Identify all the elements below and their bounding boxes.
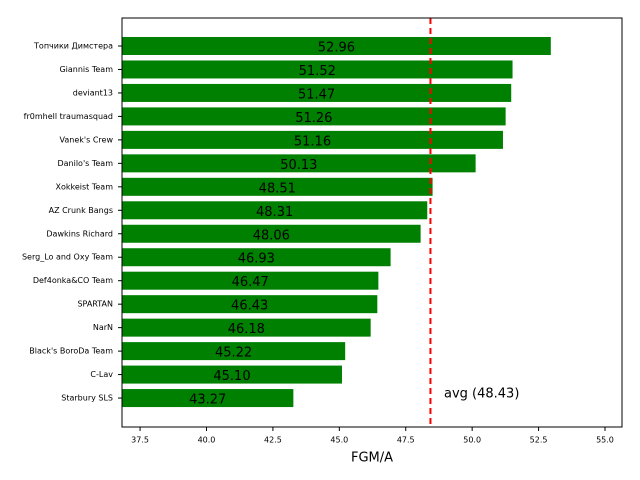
value-label: 51.16 bbox=[294, 134, 331, 149]
bar bbox=[122, 201, 428, 220]
y-tick-label: Xokkeist Team bbox=[56, 182, 114, 191]
y-tick-label: Serg_Lo and Oxy Team bbox=[22, 253, 113, 262]
value-label: 48.51 bbox=[259, 181, 296, 196]
plot-frame bbox=[121, 17, 623, 428]
bar bbox=[122, 224, 421, 243]
x-tick-label: 45.0 bbox=[330, 436, 348, 445]
y-tick-label: Def4onka&CO Team bbox=[33, 276, 113, 285]
x-axis-label: FGM/A bbox=[351, 451, 393, 466]
y-tick-label: NarN bbox=[93, 323, 113, 332]
y-tick-label: Vanek's Crew bbox=[60, 135, 114, 144]
bar bbox=[122, 248, 391, 267]
value-label: 48.31 bbox=[256, 205, 293, 220]
x-tick-label: 50.0 bbox=[463, 436, 481, 445]
x-tick-label: 37.5 bbox=[131, 436, 149, 445]
x-tick-label: 42.5 bbox=[264, 436, 282, 445]
value-label: 46.93 bbox=[238, 252, 275, 267]
value-label: 50.13 bbox=[280, 158, 317, 173]
value-label: 46.47 bbox=[232, 275, 269, 290]
value-label: 43.27 bbox=[189, 393, 226, 408]
bar bbox=[122, 295, 378, 314]
y-tick-label: fr0mhell traumasquad bbox=[24, 112, 113, 121]
x-tick-label: 40.0 bbox=[198, 436, 216, 445]
bar bbox=[122, 389, 294, 408]
y-tick-label: Starbury SLS bbox=[61, 394, 113, 403]
x-tick-label: 55.0 bbox=[596, 436, 614, 445]
y-tick-label: Dawkins Richard bbox=[46, 229, 113, 238]
y-tick-label: Giannis Team bbox=[59, 65, 113, 74]
bar bbox=[122, 130, 503, 149]
bar bbox=[122, 318, 371, 337]
y-tick-label: AZ Crunk Bangs bbox=[49, 206, 113, 215]
bar bbox=[122, 83, 512, 102]
bar bbox=[122, 342, 346, 361]
bar bbox=[122, 271, 379, 290]
y-tick-label: Black's BoroDa Team bbox=[29, 347, 113, 356]
value-label: 46.18 bbox=[228, 322, 265, 337]
bar bbox=[122, 177, 433, 196]
value-label: 45.10 bbox=[213, 369, 250, 384]
y-tick-label: SPARTAN bbox=[77, 300, 113, 309]
value-label: 48.06 bbox=[253, 228, 290, 243]
value-label: 51.52 bbox=[299, 64, 336, 79]
bar bbox=[122, 107, 506, 126]
bar bbox=[122, 37, 551, 55]
bar bbox=[122, 60, 513, 79]
y-tick-label: C-Lav bbox=[90, 370, 113, 379]
value-label: 45.22 bbox=[215, 346, 252, 361]
value-label: 46.43 bbox=[231, 299, 268, 314]
y-tick-label: deviant13 bbox=[73, 88, 113, 97]
x-tick-label: 52.5 bbox=[530, 436, 548, 445]
value-label: 51.26 bbox=[295, 111, 332, 126]
y-tick-label: Топчики Димстера bbox=[33, 42, 113, 51]
average-label: avg (48.43) bbox=[444, 387, 519, 402]
bar bbox=[122, 365, 342, 384]
value-label: 51.47 bbox=[298, 87, 335, 102]
bar bbox=[122, 154, 476, 173]
y-tick-label: Danilo's Team bbox=[57, 159, 113, 168]
value-label: 52.96 bbox=[318, 41, 355, 56]
x-tick-label: 47.5 bbox=[397, 436, 415, 445]
